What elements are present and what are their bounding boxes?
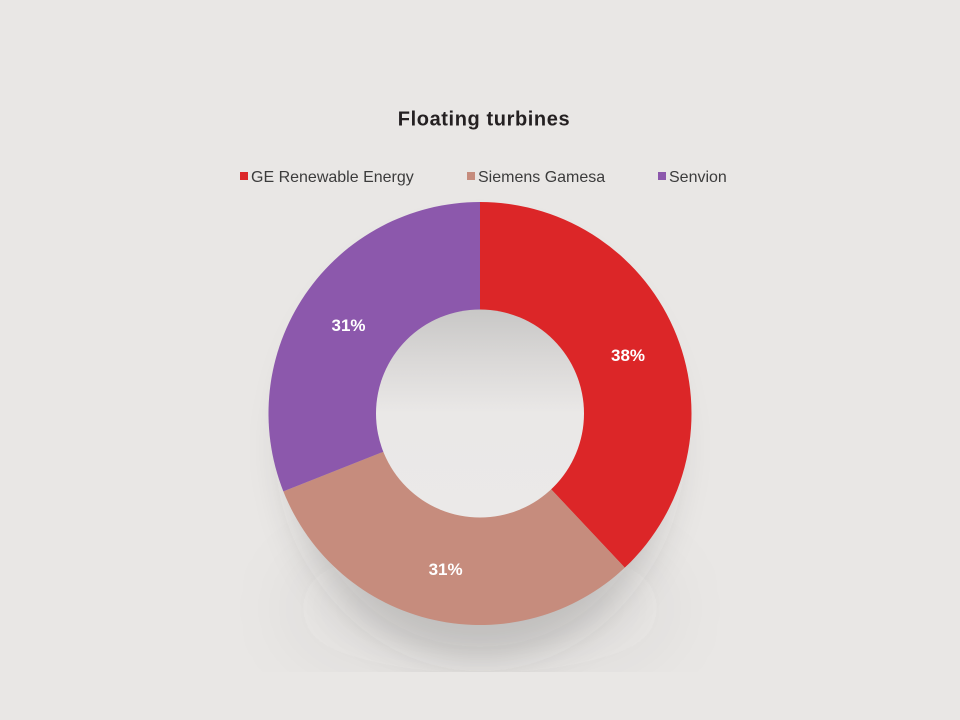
svg-text:Siemens Gamesa: Siemens Gamesa (478, 169, 605, 186)
svg-text:Floating turbines: Floating turbines (398, 109, 570, 131)
svg-text:31%: 31% (429, 560, 463, 579)
svg-text:31%: 31% (331, 316, 365, 335)
svg-text:38%: 38% (611, 346, 645, 365)
svg-text:Senvion: Senvion (669, 169, 727, 186)
svg-text:GE Renewable Energy: GE Renewable Energy (251, 169, 414, 186)
